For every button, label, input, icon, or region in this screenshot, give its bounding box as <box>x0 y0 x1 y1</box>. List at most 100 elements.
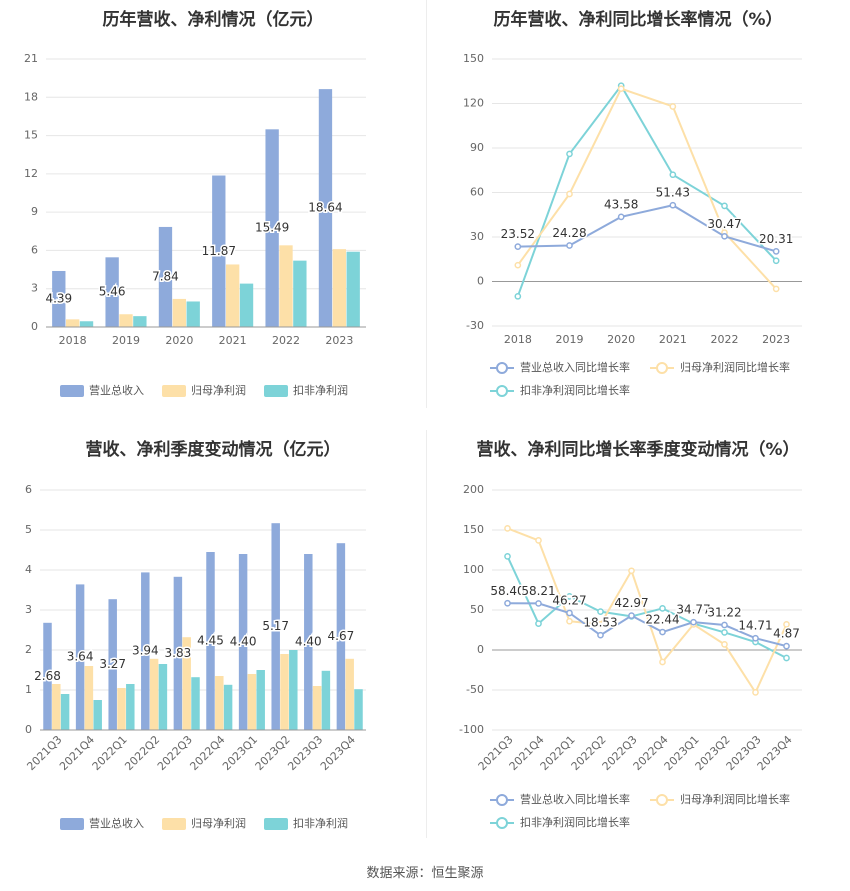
data-label: 5.46 <box>99 285 126 299</box>
legend-marker <box>496 817 508 829</box>
legend-swatch <box>162 385 186 397</box>
bar <box>93 700 102 730</box>
data-point <box>617 213 625 221</box>
legend-marker <box>656 794 668 806</box>
data-label: 4.67 <box>328 629 355 643</box>
data-label: 43.58 <box>604 197 638 211</box>
x-tick-label: 2019 <box>556 333 584 346</box>
data-label: 4.40 <box>295 635 322 649</box>
bar <box>206 552 215 730</box>
bar <box>336 543 346 730</box>
data-label: 24.28 <box>552 226 586 240</box>
x-tick-label: 2019 <box>112 334 140 347</box>
data-point <box>721 621 728 629</box>
data-label: 46.27 <box>552 593 586 607</box>
y-tick-label: 5 <box>25 523 32 536</box>
x-tick-label: 2022Q1 <box>90 733 130 773</box>
bar <box>354 689 363 730</box>
y-tick-label: 12 <box>24 167 38 180</box>
x-tick-label: 2022Q4 <box>187 733 227 773</box>
y-tick-label: 150 <box>463 52 484 65</box>
x-tick-label: 2023Q4 <box>318 733 358 773</box>
x-tick-label: 2023Q4 <box>755 733 795 773</box>
legend-marker <box>496 794 508 806</box>
bar <box>105 257 119 327</box>
legend-swatch <box>162 818 186 830</box>
data-label: 58.21 <box>521 584 555 598</box>
x-tick-label: 2022 <box>272 334 300 347</box>
bar <box>182 637 191 730</box>
data-point <box>690 618 697 626</box>
data-label: 31.22 <box>707 606 741 620</box>
y-tick-label: -100 <box>459 723 484 736</box>
legend-label: 营业总收入 <box>89 816 144 830</box>
bar <box>289 650 298 730</box>
bar <box>173 576 183 730</box>
data-label: 4.87 <box>773 627 800 641</box>
bar <box>279 245 293 327</box>
data-label: 3.64 <box>67 650 94 664</box>
y-tick-label: 6 <box>31 243 38 256</box>
y-tick-label: 9 <box>31 205 38 218</box>
y-tick-label: 3 <box>31 282 38 295</box>
bar <box>133 316 147 327</box>
y-tick-label: 150 <box>463 523 484 536</box>
y-tick-label: 200 <box>463 483 484 496</box>
legend-label: 营业总收入同比增长率 <box>520 792 630 806</box>
data-point <box>721 629 728 636</box>
x-tick-label: 2022Q2 <box>122 733 162 773</box>
series-line <box>507 602 787 648</box>
x-tick-label: 2021 <box>659 333 687 346</box>
series-line <box>516 83 777 297</box>
data-label: 23.52 <box>501 227 535 241</box>
data-point <box>514 243 522 250</box>
data-point <box>566 609 573 617</box>
x-tick-label: 2018 <box>59 334 87 347</box>
data-point <box>783 621 790 628</box>
bar <box>346 251 360 327</box>
legend-label: 扣非净利润 <box>293 383 348 397</box>
legend-marker <box>656 362 668 374</box>
data-point <box>566 190 573 198</box>
legend-label: 归母净利润 <box>191 816 246 830</box>
bar <box>318 89 333 327</box>
data-label: 18.64 <box>308 201 342 215</box>
x-tick-label: 2023 <box>325 334 353 347</box>
data-point <box>752 634 759 642</box>
legend-swatch <box>264 385 288 397</box>
legend-label: 营业总收入 <box>89 383 144 397</box>
data-label: 11.87 <box>202 244 236 258</box>
data-point <box>504 599 511 607</box>
data-label: 4.40 <box>230 635 257 649</box>
bar <box>43 622 52 730</box>
y-tick-label: 21 <box>24 52 38 65</box>
y-tick-label: 18 <box>24 90 38 103</box>
data-point <box>721 202 728 210</box>
bar <box>271 523 280 730</box>
y-tick-label: 120 <box>463 97 484 110</box>
legend-swatch <box>60 818 84 830</box>
data-point <box>628 612 635 619</box>
bar <box>293 260 307 327</box>
bar <box>60 694 70 730</box>
data-label: 3.27 <box>99 657 126 671</box>
x-tick-label: 2020 <box>607 333 635 346</box>
bar <box>223 684 233 730</box>
data-point <box>566 242 573 249</box>
data-point <box>659 605 666 612</box>
bar <box>212 175 226 327</box>
data-point <box>617 85 625 93</box>
bar <box>345 658 354 730</box>
x-tick-label: 2023 <box>762 333 790 346</box>
bar <box>149 658 159 730</box>
data-point <box>669 103 677 110</box>
y-tick-label: 100 <box>463 563 484 576</box>
bar <box>186 301 200 327</box>
data-point <box>628 567 635 575</box>
data-label: 34.77 <box>676 603 710 617</box>
y-tick-label: 0 <box>25 723 32 736</box>
vertical-divider <box>426 430 427 838</box>
y-tick-label: 6 <box>25 483 32 496</box>
bar <box>117 688 126 730</box>
chart-title: 营收、净利同比增长率季度变动情况（%） <box>476 439 799 460</box>
